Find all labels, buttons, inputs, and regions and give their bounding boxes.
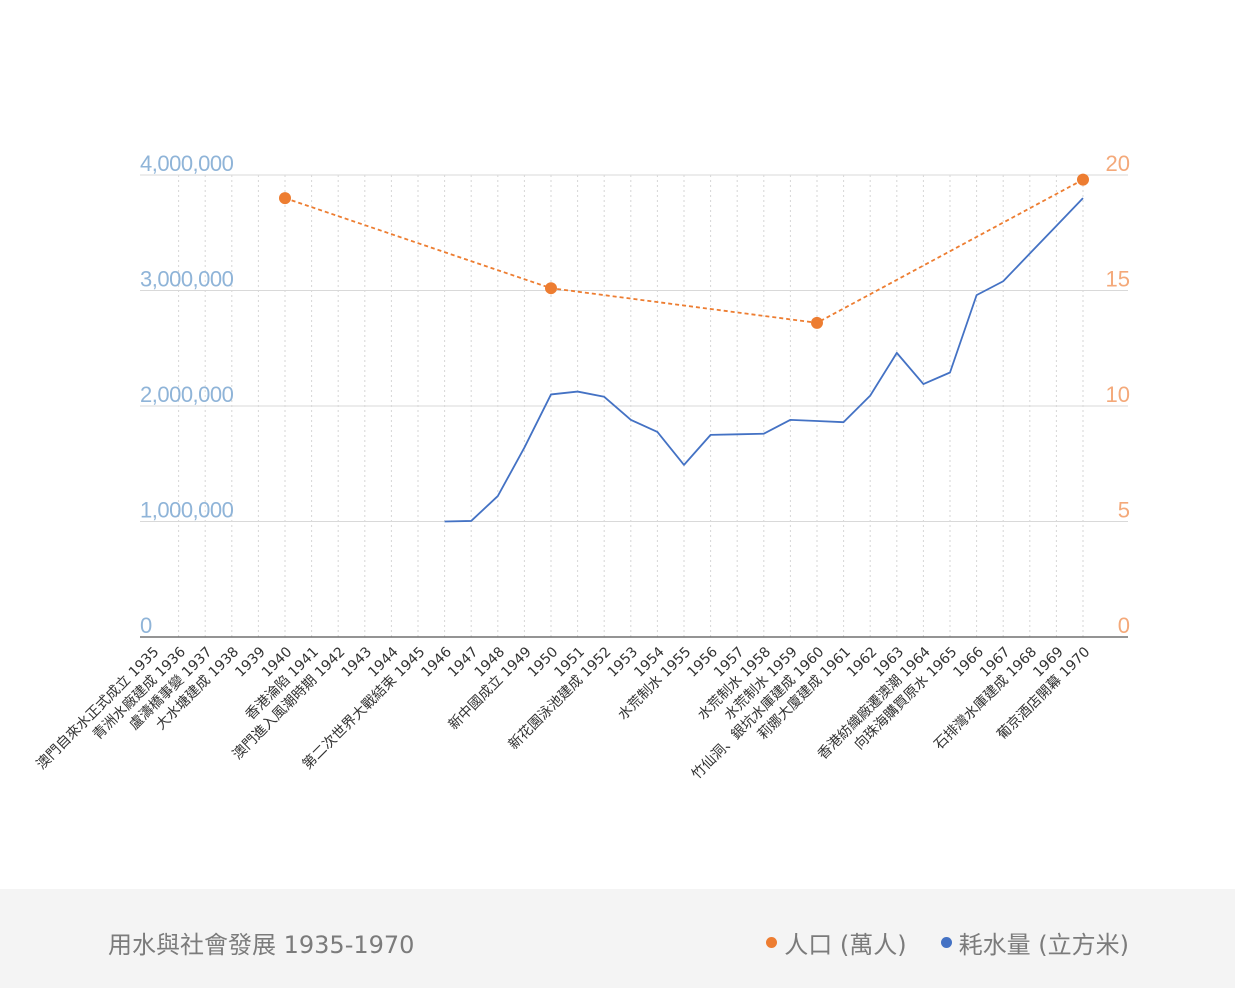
y-right-tick-label: 5: [1118, 498, 1130, 523]
water-population-chart: 0 1,000,000 2,000,000 3,000,000 4,000,000 0 5 1…: [34, 151, 1130, 783]
legend-item-water: 耗水量 (立方米): [940, 925, 1129, 960]
y-left-tick-label: 0: [140, 613, 152, 638]
x-tick-label-group: 1962: [844, 644, 881, 681]
y-left-tick-label: 1,000,000: [140, 498, 234, 523]
water-usage-series-line: [444, 197, 1084, 523]
legend-label-water: 耗水量 (立方米): [958, 931, 1129, 959]
legend-swatch-water: [940, 937, 952, 948]
y-right-tick-label: 0: [1118, 613, 1130, 638]
chart-area: 0 1,000,000 2,000,000 3,000,000 4,000,000 0 5 1…: [34, 151, 1130, 783]
population-point: [545, 282, 557, 295]
population-point: [279, 192, 291, 205]
x-tick-label-group: 1953: [605, 644, 642, 681]
x-tick-label: 1947: [445, 644, 482, 681]
x-tick-label: 1950: [525, 644, 562, 681]
x-tick-label-group: 1939: [232, 644, 269, 681]
y-right-tick-label: 15: [1106, 267, 1130, 292]
x-tick-label: 1939: [232, 644, 269, 681]
legend-swatch-population: [766, 937, 778, 948]
legend-label-population: 人口 (萬人): [784, 931, 907, 959]
x-tick-label-group: 1947: [445, 644, 482, 681]
x-tick-label: 1953: [605, 644, 642, 681]
population-series-line: [284, 178, 1084, 324]
x-tick-label: 1943: [339, 644, 376, 681]
population-point: [811, 316, 823, 329]
x-tick-label-group: 1943: [339, 644, 376, 681]
chart-footer: 用水與社會發展 1935-1970 人口 (萬人) 耗水量 (立方米): [0, 889, 1235, 988]
y-right-tick-label: 20: [1106, 151, 1130, 176]
chart-title: 用水與社會發展 1935-1970: [108, 931, 415, 959]
y-left-tick-label: 3,000,000: [140, 267, 234, 292]
x-tick-label-group: 1950: [525, 644, 562, 681]
y-right-tick-label: 10: [1106, 382, 1130, 407]
legend: 人口 (萬人) 耗水量 (立方米): [732, 925, 1129, 960]
y-left-tick-label: 4,000,000: [140, 151, 234, 176]
population-point: [1077, 173, 1089, 186]
x-tick-label: 1962: [844, 644, 881, 681]
legend-item-population: 人口 (萬人): [766, 925, 907, 960]
y-left-tick-label: 2,000,000: [140, 382, 234, 407]
